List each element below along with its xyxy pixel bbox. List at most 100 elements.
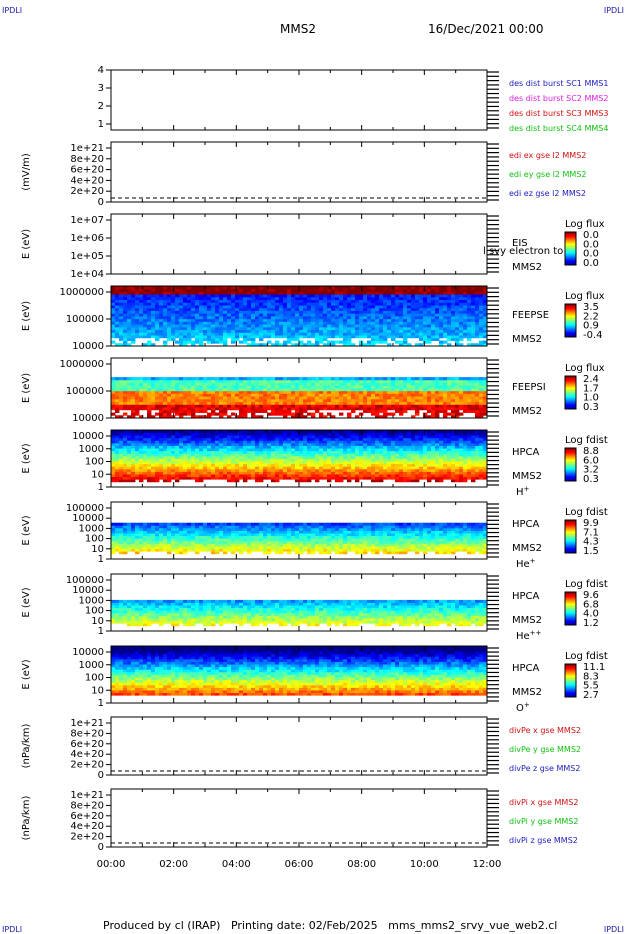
colorbar-tick-hpca_hepp: 6.8 — [583, 599, 599, 610]
ylabel-hpca_o: E (eV) — [21, 659, 32, 689]
species-label-hpca_hepp: He++ — [516, 629, 542, 642]
ytick-label-hpca_o: 10000 — [72, 647, 104, 658]
legend-entry-edi: edi ey gse l2 MMS2 — [509, 170, 587, 179]
panel-label-eis: MMS2 — [512, 262, 542, 273]
xtick-label: 10:00 — [410, 859, 439, 870]
colorbar-tick-hpca_hepp: 4.0 — [583, 609, 599, 620]
colorbar-tick-hpca_h: 3.2 — [583, 465, 599, 476]
colorbar-feepse — [564, 303, 577, 338]
panel-label-hpca_o: HPCA — [512, 663, 540, 674]
ytick-label-hpca_h: 10000 — [72, 431, 104, 442]
colorbar-tick-hpca_o: 8.3 — [583, 671, 599, 682]
xtick-label: 12:00 — [473, 859, 502, 870]
ytick-label-divpi: 2e+20 — [70, 832, 104, 843]
legend-entry-des_dist: des dist burst SC2 MMS2 — [509, 94, 608, 103]
ytick-label-hpca_o: 1000 — [79, 660, 104, 671]
colorbar-tick-feepsi: 0.3 — [583, 402, 599, 413]
panel-label-hpca_hepp: MMS2 — [512, 615, 542, 626]
panel-label-feepsi: FEEPSI — [512, 382, 546, 393]
axes-frame-eis — [110, 213, 488, 275]
ytick-label-hpca_hepp: 1 — [98, 626, 104, 637]
corner-label-top-right: IPDLI — [603, 6, 624, 15]
ytick-label-hpca_he: 100000 — [66, 503, 104, 514]
species-charge-hpca_he: + — [530, 557, 536, 565]
species-label-hpca_he: He+ — [516, 557, 536, 570]
ytick-label-feepsi: 100000 — [66, 386, 104, 397]
xtick-label: 00:00 — [97, 859, 126, 870]
ylabel-edi: (mV/m) — [21, 153, 32, 191]
spectrogram-feepsi — [111, 377, 488, 419]
legend-entry-divpi: divPi z gse MMS2 — [509, 836, 578, 845]
ytick-label-edi: 2e+20 — [70, 186, 104, 197]
ytick-label-des_dist: 2 — [98, 101, 104, 112]
colorbar-tick-hpca_he: 1.5 — [583, 546, 599, 557]
colorbar-tick-hpca_he: 9.9 — [583, 518, 599, 529]
ytick-label-divpi: 1e+21 — [70, 790, 104, 801]
species-label-hpca_o: O+ — [516, 701, 530, 714]
panel-label-hpca_h: HPCA — [512, 447, 540, 458]
ytick-label-eis: 1e+07 — [70, 215, 104, 226]
colorbar-tick-eis: 0.0 — [583, 239, 599, 250]
ylabel-feepse: E (eV) — [21, 301, 32, 331]
ytick-label-hpca_h: 100 — [85, 457, 104, 468]
ytick-label-feepse: 10000 — [72, 341, 104, 352]
panel-label-feepsi: MMS2 — [512, 406, 542, 417]
axes-frame-divpe — [110, 716, 488, 776]
ytick-label-feepsi: 1000000 — [59, 359, 104, 370]
ytick-label-hpca_o: 10 — [91, 685, 104, 696]
spectrogram-hpca_o — [111, 646, 488, 696]
ytick-label-hpca_o: 100 — [85, 673, 104, 684]
ytick-label-feepse: 100000 — [66, 314, 104, 325]
ytick-label-divpi: 0 — [98, 842, 104, 853]
footer-credits: Produced by cl (IRAP) Printing date: 02/… — [103, 919, 558, 932]
colorbar-tick-eis: 0.0 — [583, 249, 599, 260]
colorbar-tick-feepse: 3.5 — [583, 302, 599, 313]
ylabel-divpe: (nPa/km) — [21, 724, 32, 769]
ytick-label-edi: 1e+21 — [70, 143, 104, 154]
ytick-label-hpca_he: 10 — [91, 544, 104, 555]
ytick-label-eis: 1e+05 — [70, 251, 104, 262]
ytick-label-eis: 1e+04 — [70, 269, 104, 280]
corner-label-top-left: IPDLI — [2, 6, 23, 15]
legend-entry-edi: edi ex gse l2 MMS2 — [509, 151, 586, 160]
colorbar-tick-hpca_hepp: 9.6 — [583, 590, 599, 601]
species-charge-hpca_hepp: ++ — [530, 629, 542, 637]
colorbar-title-eis: Log flux — [565, 219, 605, 230]
colorbar-tick-hpca_h: 6.0 — [583, 455, 599, 466]
colorbar-tick-hpca_o: 2.7 — [583, 690, 599, 701]
spectrogram-hpca_hepp — [111, 599, 488, 627]
ytick-label-des_dist: 1 — [98, 119, 104, 130]
colorbar-tick-eis: 0.0 — [583, 230, 599, 241]
colorbar-hpca_h — [564, 447, 577, 482]
ylabel-hpca_h: E (eV) — [21, 443, 32, 473]
ylabel-divpi: (nPa/km) — [21, 796, 32, 841]
ytick-label-divpe: 2e+20 — [70, 760, 104, 771]
legend-entry-divpe: divPe z gse MMS2 — [509, 764, 580, 773]
ytick-label-divpe: 8e+20 — [70, 728, 104, 739]
ytick-label-des_dist: 4 — [98, 65, 104, 76]
ytick-label-feepsi: 10000 — [72, 413, 104, 424]
colorbar-feepsi — [564, 375, 577, 410]
ylabel-eis: E (eV) — [21, 229, 32, 259]
spectrogram-hpca_h — [111, 430, 488, 483]
corner-label-bottom-right: IPDLI — [603, 925, 624, 934]
xtick-label: 02:00 — [159, 859, 188, 870]
ytick-label-hpca_he: 1000 — [79, 523, 104, 534]
ytick-label-hpca_hepp: 100000 — [66, 575, 104, 586]
ytick-label-hpca_h: 10 — [91, 469, 104, 480]
corner-label-bottom-left: IPDLI — [2, 925, 23, 934]
colorbar-title-hpca_o: Log fdist — [565, 651, 608, 662]
ylabel-feepsi: E (eV) — [21, 373, 32, 403]
legend-entry-divpe: divPe y gse MMS2 — [509, 745, 581, 754]
ytick-label-divpe: 4e+20 — [70, 749, 104, 760]
ytick-label-hpca_h: 1000 — [79, 444, 104, 455]
axes-frame-divpi — [110, 788, 488, 848]
colorbar-title-hpca_hepp: Log fdist — [565, 579, 608, 590]
xtick-label: 08:00 — [347, 859, 376, 870]
spectrogram-feepse — [111, 286, 488, 347]
